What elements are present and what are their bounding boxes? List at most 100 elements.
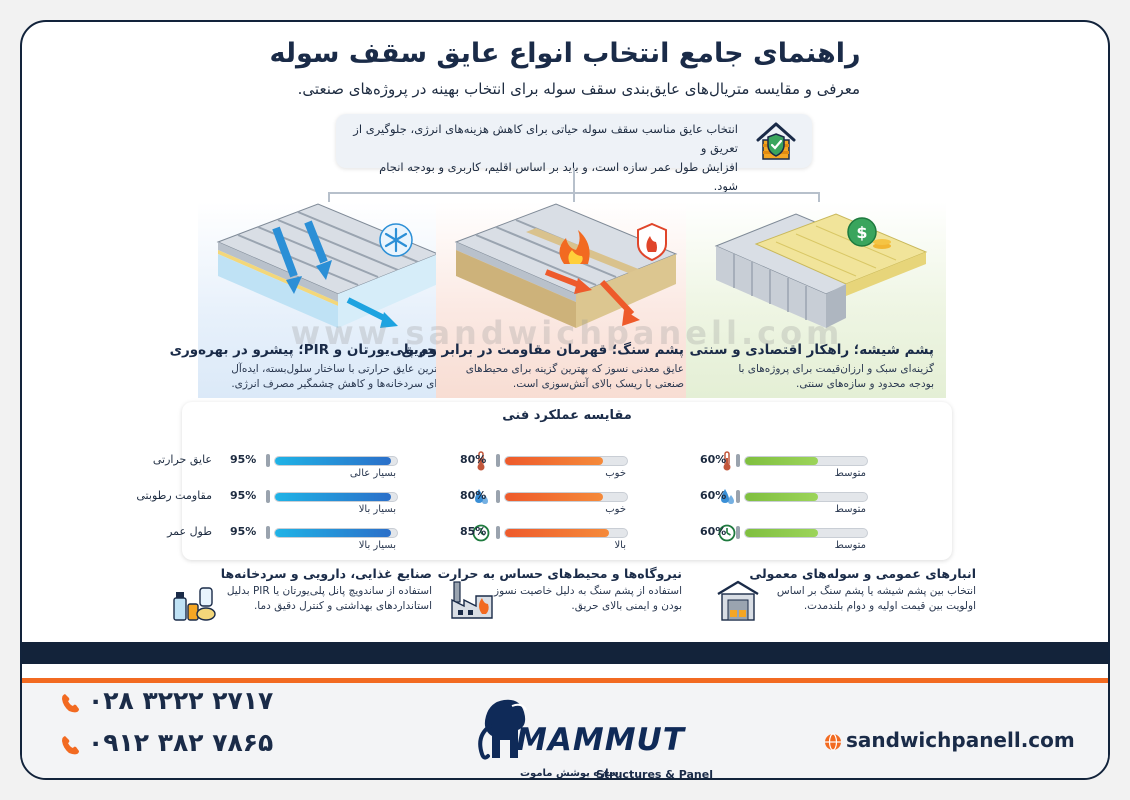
glasswool-lifespan-rating: متوسط xyxy=(834,540,866,551)
metric-label-thermal: عایق حرارتی xyxy=(152,453,212,466)
thermal-icon xyxy=(718,450,736,472)
infographic-card: راهنمای جامع انتخاب انواع عایق سقف سوله … xyxy=(20,20,1110,780)
rockwool-moisture-percent: 80% xyxy=(460,489,487,502)
svg-text:$: $ xyxy=(856,223,867,242)
rockwool-desc-line-1: عایق معدنی نسوز که بهترین گزینه برای محی… xyxy=(465,363,684,375)
pu-lifespan-metric: 95% بسیار بالا طول عمر xyxy=(167,524,952,554)
app-power-title: نیروگاه‌ها و محیط‌های حساس به حرارت xyxy=(437,566,682,581)
rockwool-moisture-rating: خوب xyxy=(605,504,626,515)
factory-fire-icon xyxy=(451,581,493,619)
page-subtitle: معرفی و مقایسه متریال‌های عایق‌بندی سقف … xyxy=(297,80,860,98)
app-warehouse-title: انبارهای عمومی و سوله‌های معمولی xyxy=(749,566,976,581)
pu-lifespan-bar-track xyxy=(274,528,398,538)
pu-thermal-rating: بسیار عالی xyxy=(349,468,396,479)
glasswool-lifespan-metric: 60% متوسط xyxy=(182,524,952,554)
glasswool-description: گزینه‌ای سبک و ارزان‌قیمت برای پروژه‌های… xyxy=(696,362,934,392)
phone-icon xyxy=(62,736,79,755)
globe-icon xyxy=(825,733,841,751)
warehouse-icon xyxy=(717,580,759,621)
comparison-panel: مقایسه عملکرد فنی 95% بسیار عالی عایق حرار… xyxy=(136,402,952,560)
bar-end-cap xyxy=(266,526,270,539)
app-power-desc-line-1: استفاده از پشم سنگ به دلیل خاصیت نسوز xyxy=(494,585,682,597)
app-warehouse: انبارهای عمومی و سوله‌های معمولی انتخاب … xyxy=(702,562,1022,642)
rockwool-thermal-bar-fill xyxy=(505,457,603,465)
connector-line xyxy=(573,168,575,192)
metric-label-moisture: مقاومت رطوبتی xyxy=(136,489,212,502)
pu-moisture-metric: 95% بسیار بالا مقاومت رطوبتی xyxy=(136,486,952,518)
rockwool-moisture-metric: 80% خوب xyxy=(182,488,952,518)
thermal-icon xyxy=(472,450,490,472)
rockwool-lifespan-rating: بالا xyxy=(614,540,626,551)
bar-end-cap xyxy=(496,490,500,503)
rockwool-lifespan-percent: 85% xyxy=(460,525,487,538)
pu-moisture-rating: بسیار بالا xyxy=(358,504,396,515)
pu-lifespan-percent: 95% xyxy=(230,525,257,538)
glasswool-lifespan-bar-fill xyxy=(745,529,819,537)
rockwool-lifespan-metric: 85% بالا xyxy=(182,524,952,554)
connector-line xyxy=(818,192,820,204)
rockwool-moisture-bar-track xyxy=(504,492,628,502)
rockwool-panel-illustration xyxy=(454,203,678,328)
moisture-icon xyxy=(472,486,490,508)
glasswool-desc-line-2: بودجه محدود و سازه‌های سنتی. xyxy=(796,378,934,390)
rockwool-lifespan-bar-fill xyxy=(505,529,609,537)
bar-end-cap xyxy=(496,454,500,467)
glasswool-panel-illustration: $ xyxy=(714,213,928,328)
bar-end-cap xyxy=(736,454,740,467)
pu-panel-illustration xyxy=(216,203,440,328)
brand-subtitle-fa: سازه پوشش ماموت xyxy=(520,768,619,779)
navy-band xyxy=(22,642,1108,664)
rockwool-lifespan-bar-track xyxy=(504,528,628,538)
moisture-icon xyxy=(718,486,736,508)
intro-box: انتخاب عایق مناسب سقف سوله حیاتی برای کا… xyxy=(336,114,812,193)
comparison-title: مقایسه عملکرد فنی xyxy=(502,408,632,423)
page-title: راهنمای جامع انتخاب انواع عایق سقف سوله xyxy=(269,38,861,69)
footer xyxy=(22,683,1108,778)
watermark: www.sandwichpanell.com xyxy=(290,314,844,352)
panel-polyurethane: فوم پلی‌یورتان و PIR؛ پیشرو در بهره‌وری … xyxy=(170,202,458,398)
brand-logo-text: MAMMUT xyxy=(516,722,685,758)
pu-desc-line-2: برای سردخانه‌ها و کاهش چشمگیر مصرف انرژی… xyxy=(231,378,446,390)
app-food-desc-line-2: استانداردهای بهداشتی و کنترل دقیق دما. xyxy=(253,600,432,612)
app-food-description: استفاده از ساندویچ پانل پلی‌یورتان یا PI… xyxy=(172,584,432,614)
mammoth-logo-icon xyxy=(478,699,527,760)
pu-desc-line-1: برترین عایق حرارتی با ساختار سلول‌بسته، … xyxy=(231,363,446,375)
rockwool-title: پشم سنگ؛ قهرمان مقاومت در برابر حریق xyxy=(401,342,684,358)
pu-moisture-bar-track xyxy=(274,492,398,502)
panel-rockwool: پشم سنگ؛ قهرمان مقاومت در برابر حریق عای… xyxy=(401,202,696,398)
bar-end-cap xyxy=(266,454,270,467)
glasswool-moisture-metric: 60% متوسط xyxy=(182,488,952,518)
pu-lifespan-bar-fill xyxy=(275,529,391,537)
bar-end-cap xyxy=(266,490,270,503)
website-link[interactable]: sandwichpanell.com xyxy=(846,728,1075,752)
bar-end-cap xyxy=(736,490,740,503)
app-food: صنایع غذایی، دارویی و سردخانه‌ها استفاده… xyxy=(172,562,492,642)
app-warehouse-description: انتخاب بین پشم شیشه یا پشم سنگ بر اساس ا… xyxy=(766,584,976,614)
phone-number-1[interactable]: ۰۲۸ ۳۲۲۲ ۲۷۱۷ xyxy=(88,686,274,715)
brand-subtitle-en: Structures & Panel xyxy=(596,768,713,780)
app-power: نیروگاه‌ها و محیط‌های حساس به حرارت استف… xyxy=(422,562,742,642)
glasswool-title: پشم شیشه؛ راهکار اقتصادی و سنتی xyxy=(689,342,934,358)
rockwool-thermal-bar-track xyxy=(504,456,628,466)
glasswool-lifespan-percent: 60% xyxy=(700,525,727,538)
glasswool-moisture-rating: متوسط xyxy=(834,504,866,515)
pu-thermal-metric: 95% بسیار عالی عایق حرارتی xyxy=(153,450,952,482)
glasswool-thermal-bar-track xyxy=(744,456,868,466)
pu-moisture-bar-fill xyxy=(275,493,391,501)
food-pharma-icon xyxy=(173,587,216,621)
glasswool-lifespan-bar-track xyxy=(744,528,868,538)
intro-line-1: انتخاب عایق مناسب سقف سوله حیاتی برای کا… xyxy=(353,122,738,155)
glasswool-desc-line-1: گزینه‌ای سبک و ارزان‌قیمت برای پروژه‌های… xyxy=(738,363,934,375)
rockwool-moisture-bar-fill xyxy=(505,493,603,501)
phone-number-2[interactable]: ۰۹۱۲ ۳۸۲ ۷۸۶۵ xyxy=(88,728,274,757)
glasswool-moisture-bar-track xyxy=(744,492,868,502)
glasswool-moisture-bar-fill xyxy=(745,493,819,501)
app-power-desc-line-2: بودن و ایمنی بالای حریق. xyxy=(571,600,682,612)
glasswool-thermal-metric: 60% متوسط xyxy=(182,452,952,482)
glasswool-moisture-percent: 60% xyxy=(700,489,727,502)
pu-lifespan-rating: بسیار بالا xyxy=(358,540,396,551)
connector-line xyxy=(573,192,575,204)
glasswool-thermal-bar-fill xyxy=(745,457,819,465)
pu-thermal-bar-fill xyxy=(275,457,391,465)
app-power-description: استفاده از پشم سنگ به دلیل خاصیت نسوز بو… xyxy=(482,584,682,614)
